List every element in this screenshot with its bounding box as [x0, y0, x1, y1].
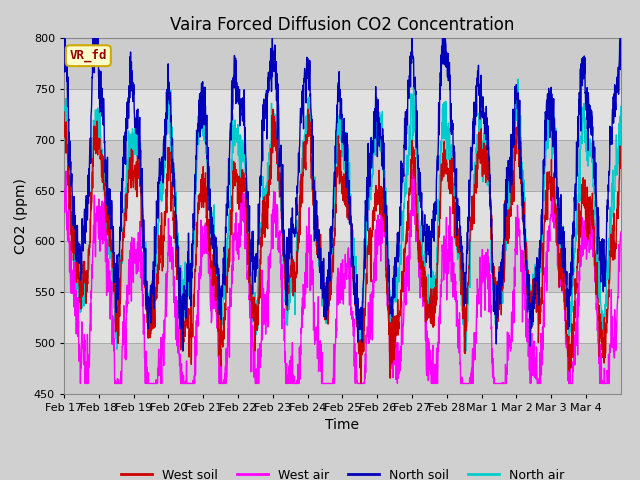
Bar — [64, 140, 621, 191]
Bar — [64, 38, 621, 89]
Title: Vaira Forced Diffusion CO2 Concentration: Vaira Forced Diffusion CO2 Concentration — [170, 16, 515, 34]
Bar — [64, 191, 621, 241]
Bar — [64, 89, 621, 140]
X-axis label: Time: Time — [325, 418, 360, 432]
Bar — [64, 343, 621, 394]
Text: VR_fd: VR_fd — [70, 49, 107, 62]
Legend: West soil, West air, North soil, North air: West soil, West air, North soil, North a… — [116, 464, 569, 480]
Y-axis label: CO2 (ppm): CO2 (ppm) — [14, 178, 28, 254]
Bar — [64, 292, 621, 343]
Bar — [64, 241, 621, 292]
